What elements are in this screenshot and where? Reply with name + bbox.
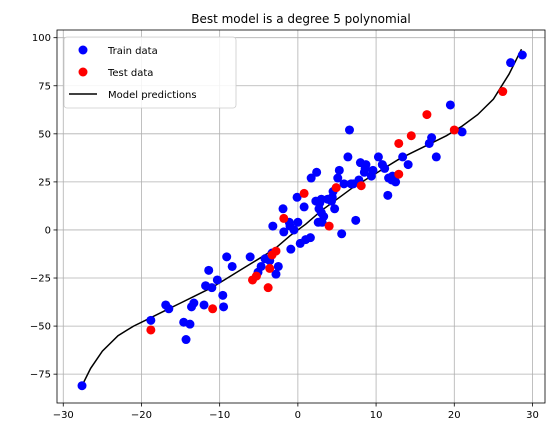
test-data-point: [331, 183, 341, 193]
train-data-point: [181, 335, 191, 345]
plot-frame: [56, 29, 546, 404]
train-data-point: [222, 252, 232, 262]
train-data-point: [164, 304, 174, 314]
test-data-point: [263, 283, 273, 293]
train-data-point: [146, 315, 156, 325]
x-tick-label: −30: [53, 410, 74, 421]
train-data-point: [293, 217, 303, 227]
x-tick-label: 30: [526, 410, 539, 421]
train-data-point: [339, 179, 349, 189]
test-data-point: [299, 188, 309, 198]
train-data-point: [319, 212, 329, 221]
test-data-point: [146, 325, 156, 335]
test-data-point: [394, 138, 404, 148]
train-data-point: [380, 163, 390, 173]
train-data-point: [306, 173, 316, 183]
train-data-point: [227, 261, 237, 271]
train-data-point: [185, 319, 195, 329]
x-tick-label: 0: [295, 410, 301, 421]
legend: Train data Test data Model predictions: [63, 36, 237, 109]
train-data-point: [337, 229, 347, 239]
x-tick-label: −20: [131, 410, 152, 421]
x-tick-label: −10: [209, 410, 230, 421]
train-data-point: [305, 233, 315, 243]
train-data-point: [212, 275, 222, 285]
test-data-point: [324, 221, 334, 231]
train-data-point: [351, 215, 361, 225]
test-data-point: [356, 181, 366, 191]
legend-box: [63, 36, 237, 109]
y-tick-label: 75: [38, 81, 51, 92]
x-tick-label: 10: [370, 410, 383, 421]
train-data-point: [278, 204, 288, 214]
train-data-point: [330, 204, 340, 214]
train-data-point: [316, 194, 326, 204]
train-data-point: [245, 252, 255, 262]
train-data-point: [286, 244, 296, 254]
test-data-point: [422, 110, 432, 120]
y-tick-label: −25: [30, 274, 51, 285]
train-data-point: [398, 152, 408, 162]
train-data-point: [289, 225, 299, 235]
y-tick-label: 25: [38, 177, 51, 188]
train-data-point: [457, 127, 467, 137]
train-data-point: [383, 190, 393, 200]
axes: −30 −20 −10 0 10 20 30 −75 −50 −25 0 25 50 75 100: [30, 33, 539, 421]
train-data-point: [292, 192, 302, 202]
train-data-point: [218, 290, 228, 300]
test-data-point: [498, 87, 508, 97]
train-data-point: [204, 265, 214, 275]
train-data-point: [344, 125, 354, 135]
train-data-point: [219, 302, 229, 312]
legend-label-test-data: Test data: [107, 68, 153, 79]
train-data-point: [189, 298, 199, 308]
y-tick-label: 100: [32, 33, 51, 44]
plot-marks: [77, 48, 527, 391]
y-tick-label: 50: [38, 129, 51, 140]
train-data-point: [334, 165, 344, 175]
train-data-point: [279, 227, 289, 237]
legend-label-model-predictions: Model predictions: [108, 90, 197, 101]
legend-marker-train-data: [78, 45, 88, 55]
train-data-point: [517, 50, 527, 60]
y-tick-label: 0: [45, 225, 51, 236]
train-data-point: [427, 133, 437, 143]
test-data-point: [265, 263, 275, 273]
y-tick-label: −75: [30, 370, 51, 381]
train-data-point: [77, 381, 87, 391]
legend-label-train-data: Train data: [107, 46, 158, 57]
train-data-point: [431, 152, 441, 162]
test-data-point: [449, 125, 459, 135]
train-data-point: [207, 283, 217, 293]
train-data-point: [199, 300, 209, 310]
train-data-point: [445, 100, 455, 110]
train-data-point: [299, 202, 309, 212]
train-data-point: [391, 177, 401, 187]
x-tick-label: 20: [448, 410, 461, 421]
train-data-point: [343, 152, 353, 162]
y-tick-label: −50: [30, 322, 51, 333]
train-data-point: [273, 261, 283, 271]
train-data-point: [268, 221, 278, 231]
train-data-point: [368, 165, 378, 175]
test-data-point: [208, 304, 218, 314]
train-data-point: [256, 261, 266, 271]
test-data-point: [279, 213, 289, 223]
train-data-point: [361, 160, 371, 170]
train-data-point: [271, 269, 281, 279]
legend-marker-test-data: [78, 67, 88, 77]
chart-title: Best model is a degree 5 polynomial: [191, 12, 411, 26]
train-data-point: [373, 152, 383, 162]
train-data-point: [312, 167, 322, 177]
test-data-point: [271, 246, 281, 256]
test-data-point: [251, 271, 261, 281]
test-data-point: [394, 169, 404, 179]
test-data-point: [406, 131, 416, 141]
train-data-point: [333, 173, 343, 183]
train-data-point: [403, 160, 413, 170]
train-data-point: [506, 58, 516, 68]
